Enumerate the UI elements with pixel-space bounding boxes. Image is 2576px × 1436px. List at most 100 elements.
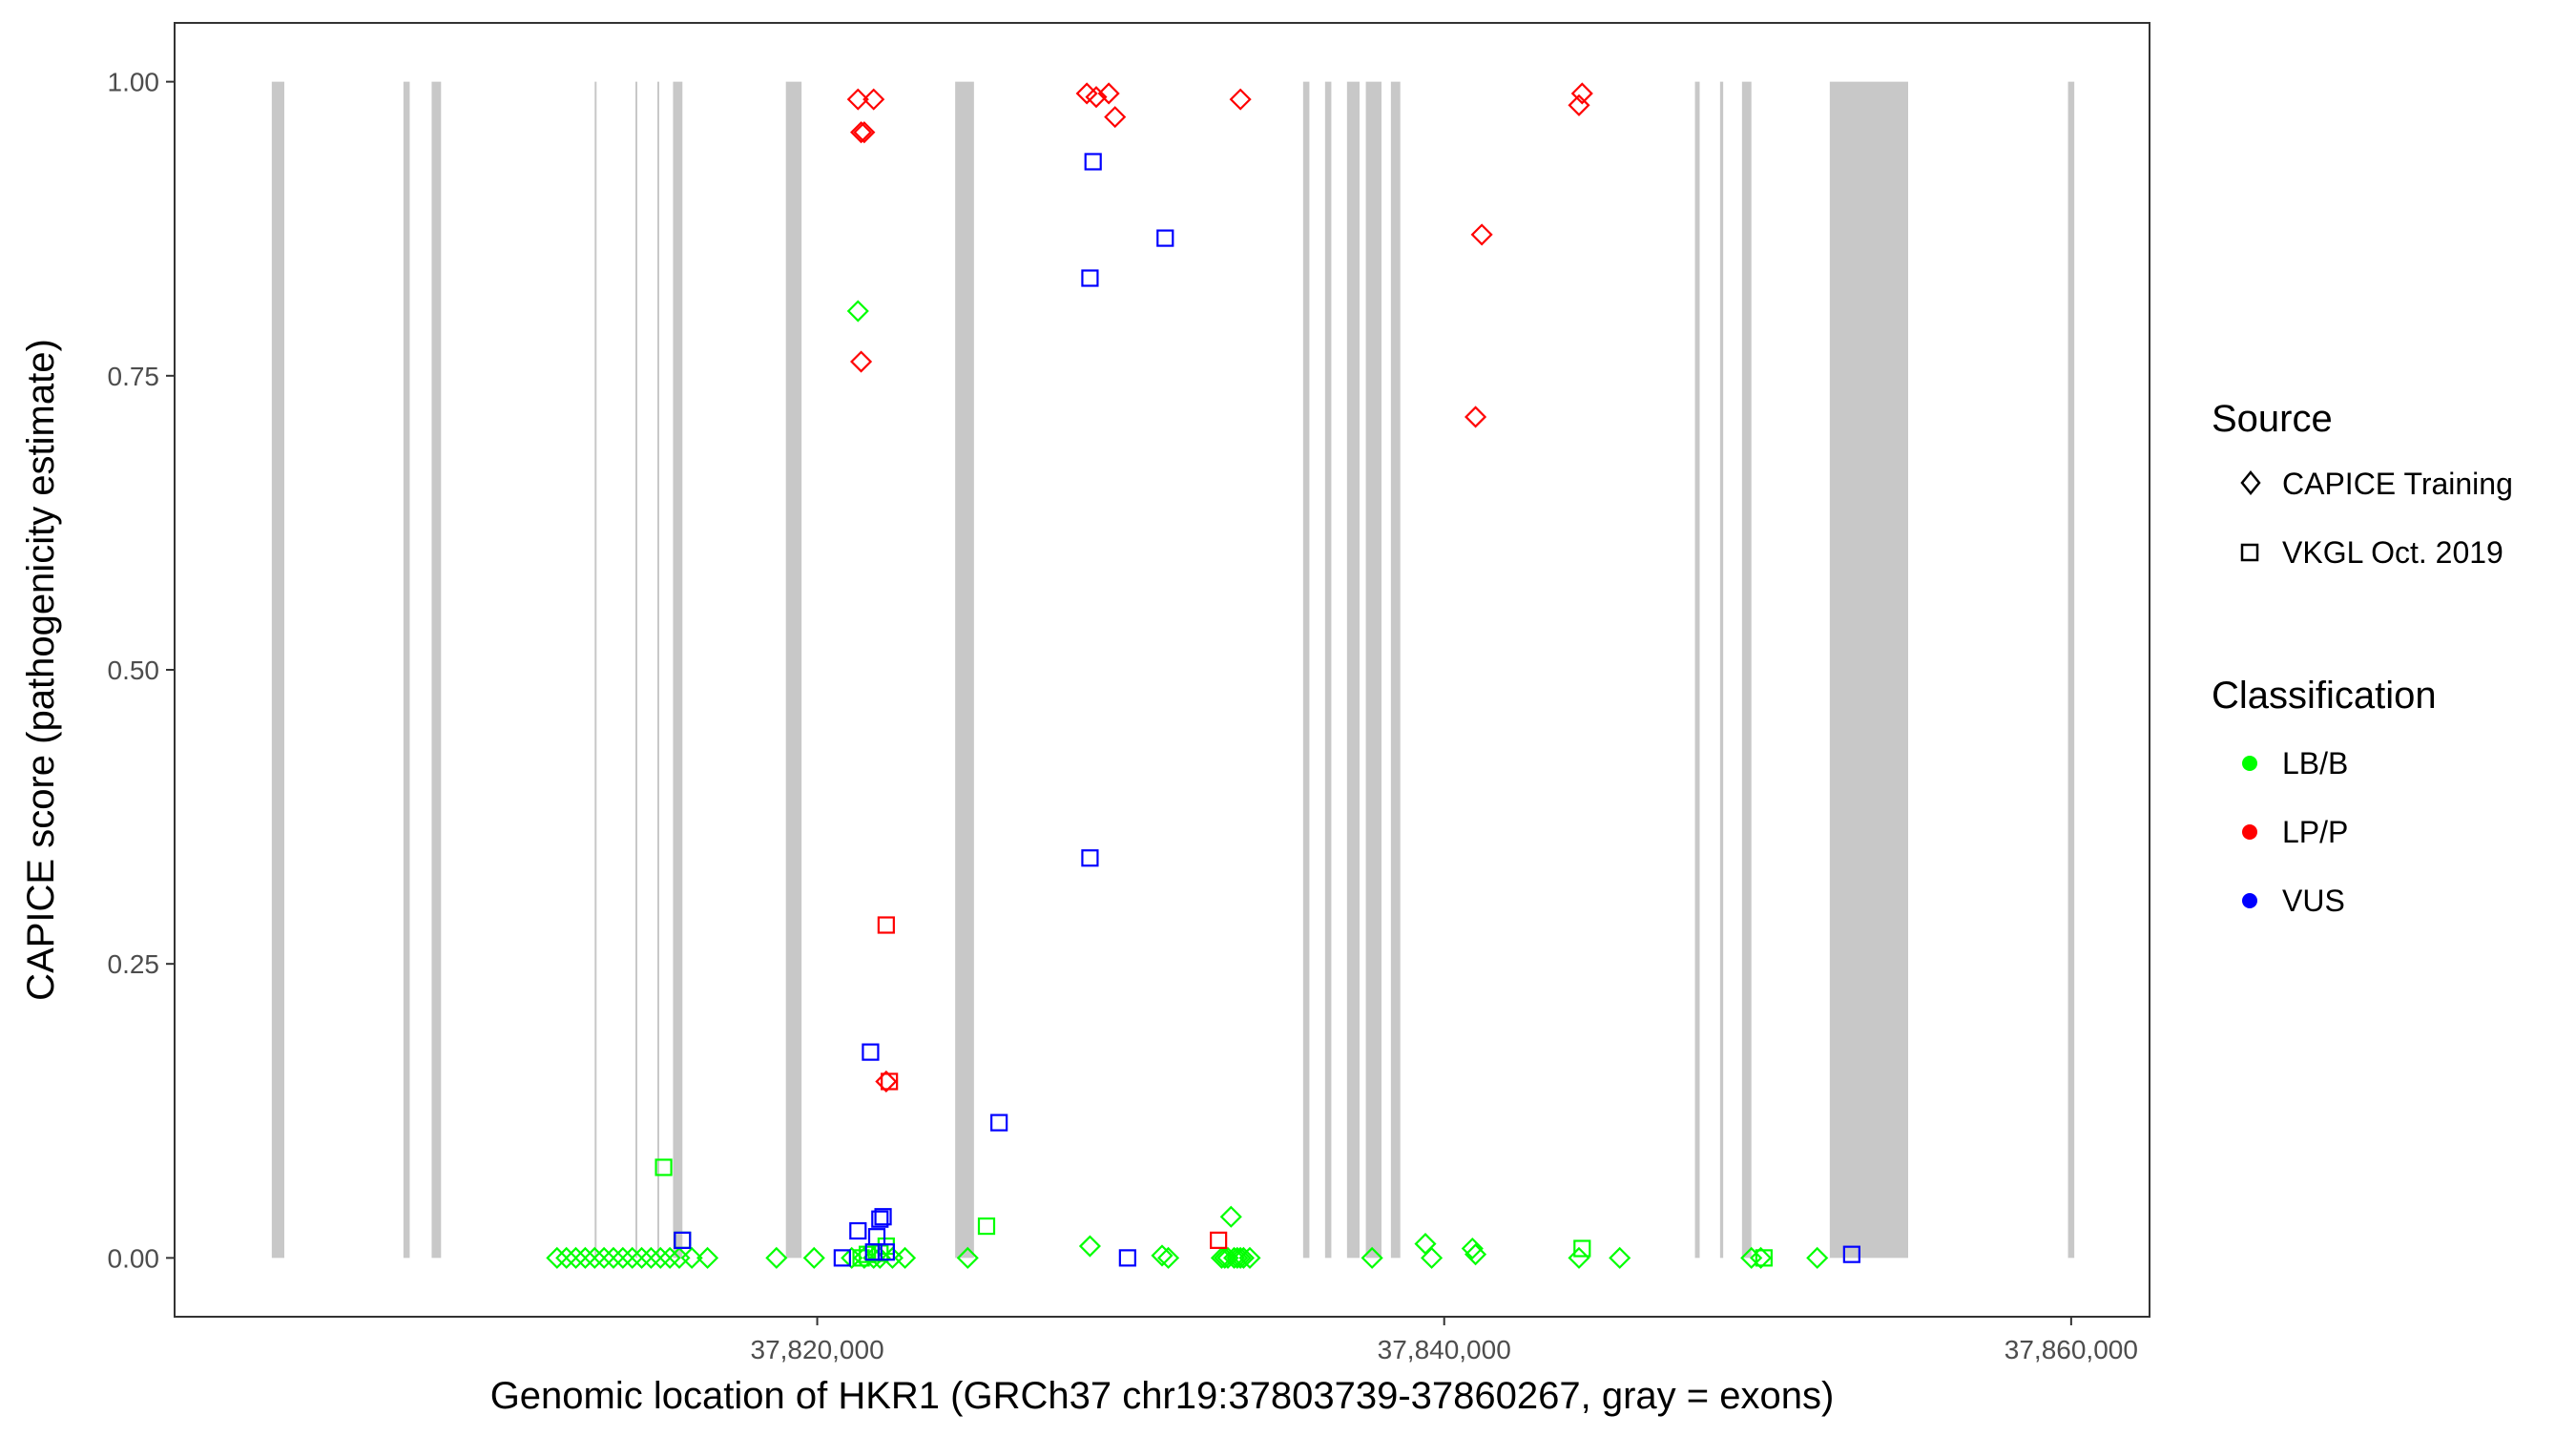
- diamond-point: [1097, 82, 1120, 105]
- exon-band: [2067, 81, 2075, 1259]
- legend-classification: Classification LB/B LP/P VUS: [2212, 675, 2437, 918]
- square-point: [1573, 1239, 1591, 1258]
- diamond-point: [956, 1246, 979, 1269]
- diamond-point: [1461, 1237, 1484, 1260]
- y-tick-label: 0.50: [108, 656, 160, 685]
- diamond-point: [658, 1246, 681, 1269]
- diamond-point: [1219, 1205, 1242, 1228]
- square-point: [874, 1208, 892, 1226]
- diamond-point: [765, 1246, 788, 1269]
- square-point: [867, 1228, 886, 1246]
- legend-source: Source CAPICE Training VKGL Oct. 2019: [2212, 398, 2513, 570]
- square-point: [1118, 1249, 1136, 1267]
- square-point: [1081, 849, 1099, 867]
- diamond-point: [875, 1070, 898, 1093]
- y-tick-label: 0.75: [108, 362, 160, 391]
- legend-label-capice-training: CAPICE Training: [2282, 467, 2513, 501]
- diamond-point: [1151, 1244, 1174, 1267]
- axes: 0.00 0.25 0.50 0.75 1.00 37,820,000 37,840,000…: [108, 68, 2138, 1364]
- diamond-point: [1568, 94, 1590, 116]
- diamond-point: [555, 1246, 578, 1269]
- square-point: [833, 1249, 851, 1267]
- exon-band: [271, 81, 284, 1259]
- y-tick-label: 1.00: [108, 68, 160, 97]
- legend-dot-icon: [2242, 824, 2257, 840]
- diamond-point: [853, 121, 876, 144]
- x-tick-label: 37,860,000: [2005, 1335, 2138, 1364]
- diamond-point: [592, 1246, 615, 1269]
- diamond-point: [1568, 1246, 1590, 1269]
- y-tick-label: 0.25: [108, 949, 160, 979]
- legend-square-icon: [2240, 543, 2259, 562]
- diamond-point: [1570, 82, 1593, 105]
- square-point: [1081, 269, 1099, 287]
- square-point: [881, 1072, 899, 1091]
- legend-source-title: Source: [2212, 398, 2333, 440]
- legend-label-vkgl: VKGL Oct. 2019: [2282, 535, 2503, 570]
- diamond-point: [1238, 1246, 1261, 1269]
- diamond-point: [850, 121, 873, 144]
- legend-label-vus: VUS: [2282, 884, 2345, 918]
- square-point: [977, 1217, 996, 1236]
- square-point: [877, 916, 895, 934]
- legend-dot-icon: [2242, 893, 2257, 908]
- diamond-point: [1740, 1246, 1763, 1269]
- diamond-point: [1078, 1235, 1101, 1258]
- x-axis-title: Genomic location of HKR1 (GRCh37 chr19:3…: [490, 1375, 1835, 1417]
- exon-band: [955, 81, 974, 1259]
- square-point: [1842, 1245, 1860, 1263]
- square-point: [849, 1221, 867, 1240]
- square-point: [674, 1231, 692, 1249]
- diamond-point: [573, 1246, 596, 1269]
- legend-label-lpp: LP/P: [2282, 815, 2348, 849]
- exon-band: [594, 81, 597, 1259]
- diamond-point: [680, 1246, 703, 1269]
- square-point: [990, 1113, 1008, 1132]
- square-point: [852, 1249, 870, 1267]
- diamond-point: [850, 350, 873, 373]
- x-tick-label: 37,840,000: [1378, 1335, 1511, 1364]
- diamond-point: [853, 1246, 876, 1269]
- legend-item-vkgl: VKGL Oct. 2019: [2240, 535, 2503, 570]
- diamond-point: [621, 1246, 644, 1269]
- exon-band: [635, 81, 637, 1259]
- square-point: [1084, 153, 1102, 171]
- data-points: [546, 82, 1860, 1269]
- exon-band: [1302, 81, 1310, 1259]
- diamond-point: [639, 1246, 662, 1269]
- diamond-point: [1421, 1246, 1444, 1269]
- diamond-point: [894, 1246, 917, 1269]
- diamond-point: [696, 1246, 719, 1269]
- legend-item-capice-training: CAPICE Training: [2240, 467, 2513, 501]
- diamond-point: [649, 1246, 672, 1269]
- exon-band: [1324, 81, 1332, 1259]
- exon-band: [1346, 81, 1360, 1259]
- diamond-point: [846, 300, 869, 323]
- diamond-point: [802, 1246, 825, 1269]
- legend-diamond-icon: [2240, 470, 2261, 495]
- legend-item-vus: VUS: [2242, 884, 2345, 918]
- legend-label-lbb: LB/B: [2282, 746, 2348, 780]
- exon-band: [1829, 81, 1908, 1259]
- diamond-point: [1470, 223, 1493, 246]
- square-point: [877, 1243, 895, 1261]
- diamond-point: [862, 88, 885, 111]
- x-tick-label: 37,820,000: [751, 1335, 884, 1364]
- diamond-point: [1465, 406, 1487, 428]
- legend-item-lpp: LP/P: [2242, 815, 2348, 849]
- exon-band: [403, 81, 410, 1259]
- exon-band: [431, 81, 442, 1259]
- exon-band: [1390, 81, 1401, 1259]
- diamond-point: [1229, 88, 1252, 111]
- diamond-point: [565, 1246, 588, 1269]
- square-point: [1210, 1231, 1228, 1249]
- exon-band: [657, 81, 659, 1259]
- diamond-point: [602, 1246, 625, 1269]
- square-point: [1156, 229, 1174, 247]
- square-point: [654, 1158, 673, 1176]
- exon-band: [1365, 81, 1381, 1259]
- y-tick-label: 0.00: [108, 1243, 160, 1273]
- diamond-point: [612, 1246, 634, 1269]
